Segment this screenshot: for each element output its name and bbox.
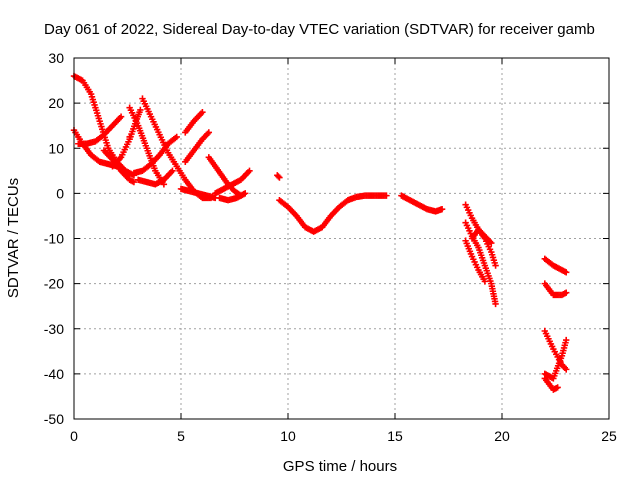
x-tick-label: 5 (177, 428, 185, 444)
data-point (137, 106, 144, 114)
y-tick-label: 0 (56, 185, 64, 201)
y-tick-label: -50 (44, 411, 64, 427)
data-track (130, 133, 180, 177)
data-point (488, 239, 495, 247)
x-tick-label: 15 (387, 428, 403, 444)
plot-frame (73, 57, 610, 420)
data-point (563, 269, 570, 276)
data-track (462, 237, 489, 285)
x-tick-label: 25 (601, 428, 617, 444)
data-track (135, 167, 176, 188)
data-track (182, 129, 213, 165)
data-point (563, 336, 570, 344)
data-point (492, 300, 499, 308)
x-tick-label: 20 (494, 428, 510, 444)
y-tick-label: 30 (48, 50, 64, 66)
chart-title: Day 061 of 2022, Sidereal Day-to-day VTE… (44, 21, 595, 38)
y-tick-label: 20 (48, 95, 64, 111)
data-track (212, 167, 253, 197)
data-track (398, 192, 446, 215)
data-points (70, 72, 570, 393)
data-track (276, 192, 390, 235)
data-track (541, 375, 561, 393)
data-track (274, 172, 283, 181)
data-point (169, 167, 176, 175)
data-point (242, 190, 249, 197)
data-point (199, 108, 206, 116)
x-axis-label: GPS time / hours (283, 458, 397, 475)
y-tick-label: -40 (44, 366, 64, 382)
data-point (117, 113, 125, 120)
data-track (216, 190, 249, 204)
data-track (182, 108, 206, 136)
data-point (246, 167, 253, 175)
data-point (563, 289, 570, 296)
data-point (481, 278, 489, 285)
data-point (554, 384, 561, 391)
data-point (492, 262, 499, 269)
y-tick-label: 10 (48, 140, 64, 156)
data-track (75, 113, 125, 147)
data-track (541, 255, 570, 276)
data-point (276, 174, 283, 181)
data-point (383, 192, 390, 199)
y-tick-label: -30 (44, 321, 64, 337)
data-point (275, 173, 282, 180)
axis-ticks: 0 5 10 15 20 25 30 20 10 0 -10 -20 -30 -40 -50 (44, 50, 617, 444)
x-tick-label: 10 (280, 428, 296, 444)
data-track (205, 154, 245, 199)
data-track (462, 219, 499, 308)
y-axis-label: SDTVAR / TECUs (5, 178, 22, 298)
grid-lines (74, 58, 609, 419)
data-point (563, 366, 570, 373)
y-tick-label: -10 (44, 231, 64, 247)
data-track (177, 185, 219, 202)
data-track (541, 336, 570, 382)
data-track (541, 280, 570, 299)
x-tick-label: 0 (70, 428, 78, 444)
data-point (205, 129, 213, 136)
data-point (173, 133, 180, 141)
data-point (438, 205, 446, 213)
y-tick-label: -20 (44, 276, 64, 292)
data-point (130, 178, 138, 186)
data-track (468, 226, 495, 247)
